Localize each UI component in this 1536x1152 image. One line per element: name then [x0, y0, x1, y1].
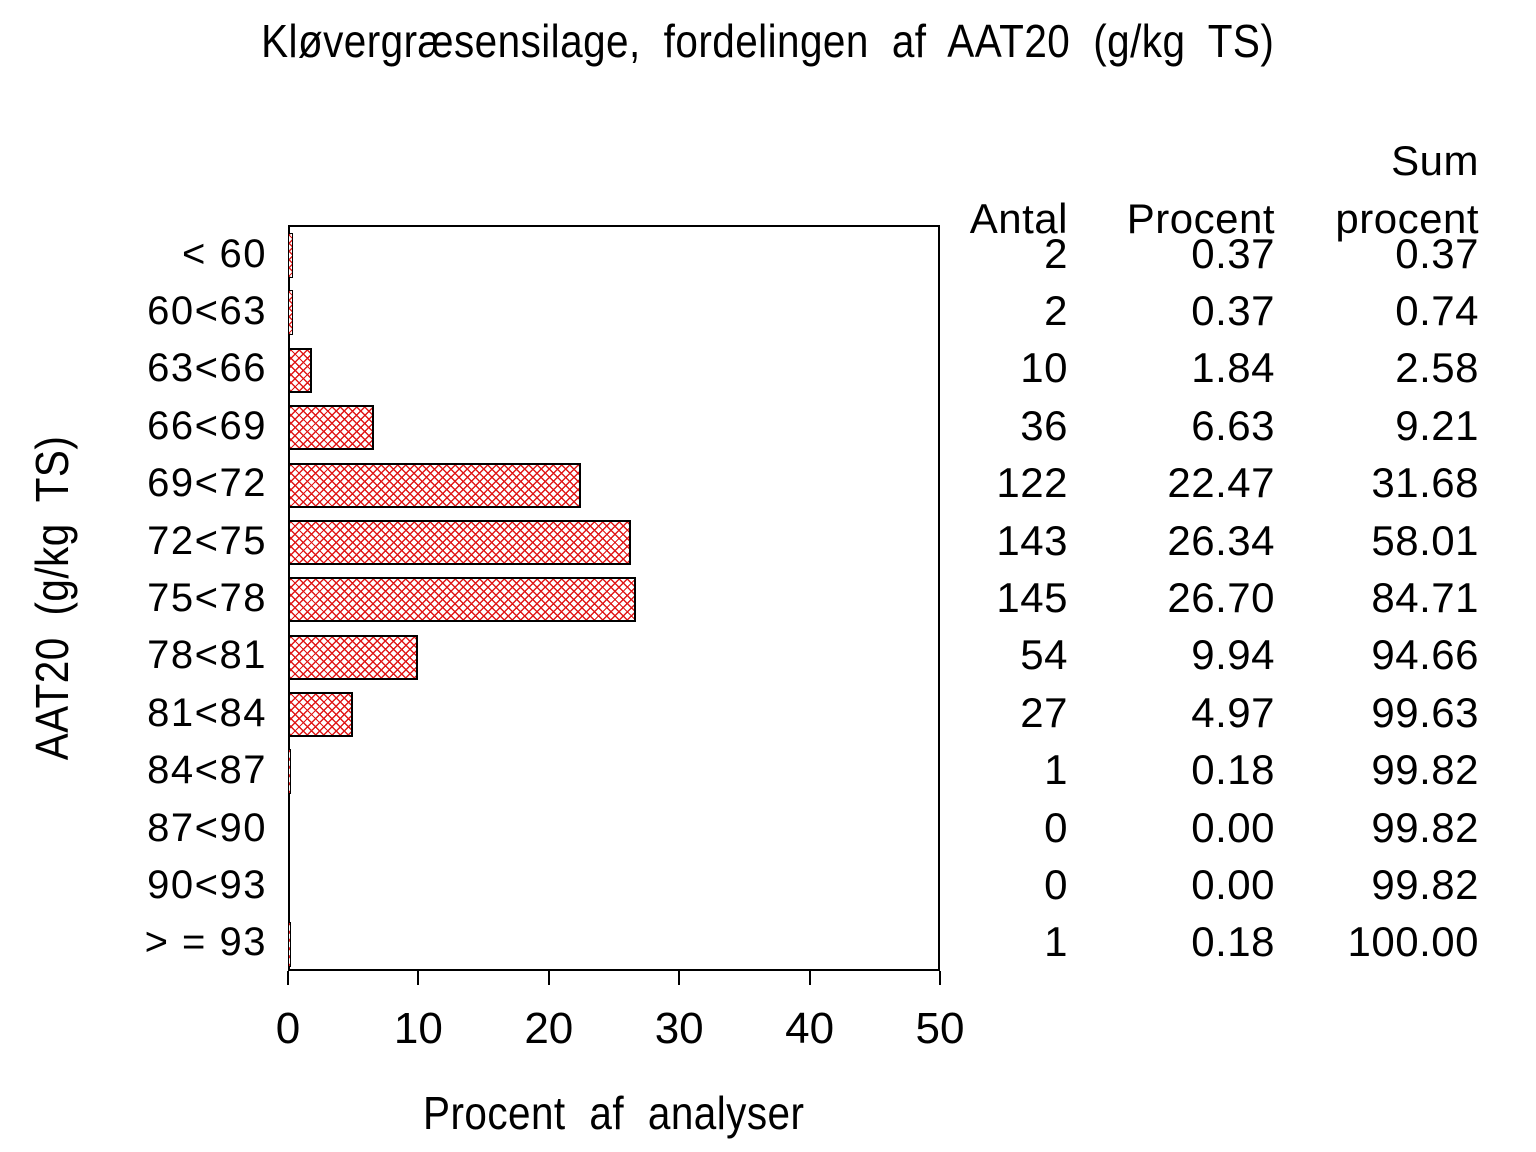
- table-cell-procent: 0.37: [1191, 287, 1275, 335]
- x-tick-label: 20: [524, 1004, 574, 1053]
- table-cell-antal: 2: [1044, 229, 1068, 277]
- table-cell-antal: 143: [996, 516, 1068, 564]
- table-cell-antal: 54: [1020, 631, 1068, 679]
- category-label: > = 93: [144, 920, 267, 965]
- plot-area: [288, 225, 940, 971]
- table-cell-procent: 1.84: [1191, 344, 1275, 392]
- category-label: 63<66: [147, 346, 267, 391]
- bar: [288, 233, 293, 278]
- category-label: 75<78: [147, 576, 267, 620]
- table-cell-procent: 0.00: [1191, 860, 1275, 908]
- table-cell-procent: 0.37: [1191, 229, 1275, 277]
- x-tick: [287, 971, 289, 985]
- table-cell-antal: 10: [1020, 344, 1068, 392]
- category-label: 87<90: [147, 805, 267, 850]
- table-cell-sum: 99.63: [1371, 688, 1479, 736]
- table-cell-procent: 22.47: [1167, 459, 1275, 507]
- x-axis-label: Procent af analyser: [288, 1086, 940, 1140]
- category-label: 66<69: [147, 403, 267, 448]
- col-header-sum-line2: procent: [1335, 195, 1479, 242]
- table-cell-antal: 145: [996, 574, 1068, 621]
- table-cell-procent: 0.18: [1191, 746, 1275, 794]
- table-cell-antal: 1: [1044, 746, 1068, 794]
- bar: [288, 634, 418, 680]
- category-label: 78<81: [147, 633, 267, 678]
- table-cell-sum: 2.58: [1395, 344, 1479, 392]
- table-cell-antal: 27: [1020, 688, 1068, 736]
- category-label: 81<84: [147, 690, 267, 735]
- bar: [288, 692, 353, 738]
- table-cell-antal: 0: [1044, 860, 1068, 908]
- x-tick-label: 50: [915, 1004, 965, 1053]
- table-cell-procent: 6.63: [1191, 401, 1275, 449]
- x-tick: [417, 971, 420, 985]
- y-axis-label: AAT20 (g/kg TS): [25, 414, 79, 783]
- col-header-antal: Antal: [969, 195, 1068, 242]
- table-cell-procent: 26.34: [1167, 516, 1275, 564]
- bar: [288, 405, 375, 451]
- bar: [288, 749, 291, 795]
- table-cell-antal: 36: [1020, 401, 1068, 449]
- x-tick-label: 0: [275, 1004, 301, 1053]
- chart-title: Kløvergræsensilage, fordelingen af AAT20…: [0, 14, 1536, 68]
- table-cell-sum: 99.82: [1371, 803, 1479, 851]
- col-header-sum-line1: Sum: [1391, 137, 1479, 184]
- x-tick-label: 30: [654, 1004, 704, 1053]
- table-cell-procent: 4.97: [1191, 688, 1275, 736]
- x-tick-label: 40: [785, 1004, 835, 1053]
- chart-title-text: Kløvergræsensilage, fordelingen af AAT20…: [261, 15, 1275, 67]
- category-label: 60<63: [147, 289, 267, 334]
- table-cell-procent: 26.70: [1167, 574, 1275, 621]
- x-tick: [547, 971, 550, 985]
- x-tick: [939, 971, 941, 985]
- bar: [288, 462, 581, 508]
- bar: [288, 577, 637, 623]
- y-axis-label-text: AAT20 (g/kg TS): [26, 435, 78, 761]
- table-cell-procent: 0.18: [1191, 918, 1275, 966]
- table-cell-antal: 0: [1044, 803, 1068, 851]
- table-cell-sum: 0.74: [1395, 287, 1479, 335]
- category-label: 69<72: [147, 461, 267, 506]
- bar: [288, 290, 293, 336]
- table-cell-sum: 99.82: [1371, 860, 1479, 908]
- category-label: 84<87: [147, 748, 267, 793]
- table-cell-sum: 84.71: [1371, 574, 1479, 621]
- col-header-procent: Procent: [1126, 195, 1275, 242]
- table-cell-sum: 0.37: [1395, 229, 1479, 277]
- category-label: < 60: [182, 231, 267, 276]
- table-cell-procent: 9.94: [1191, 631, 1275, 679]
- x-tick: [678, 971, 681, 985]
- table-cell-sum: 94.66: [1371, 631, 1479, 679]
- x-tick-label: 10: [393, 1004, 443, 1053]
- category-label: 90<93: [147, 862, 267, 907]
- x-axis-label-text: Procent af analyser: [423, 1087, 805, 1139]
- table-cell-sum: 9.21: [1395, 401, 1479, 449]
- table-cell-procent: 0.00: [1191, 803, 1275, 851]
- x-tick: [808, 971, 811, 985]
- table-cell-sum: 58.01: [1371, 516, 1479, 564]
- bar: [288, 519, 632, 565]
- table-cell-sum: 31.68: [1371, 459, 1479, 507]
- bar: [288, 921, 291, 967]
- table-cell-antal: 2: [1044, 287, 1068, 335]
- category-label: 72<75: [147, 518, 267, 563]
- table-cell-sum: 99.82: [1371, 746, 1479, 794]
- table-cell-antal: 122: [996, 459, 1068, 507]
- bar: [288, 347, 312, 393]
- table-cell-sum: 100.00: [1347, 918, 1479, 966]
- table-cell-antal: 1: [1044, 918, 1068, 966]
